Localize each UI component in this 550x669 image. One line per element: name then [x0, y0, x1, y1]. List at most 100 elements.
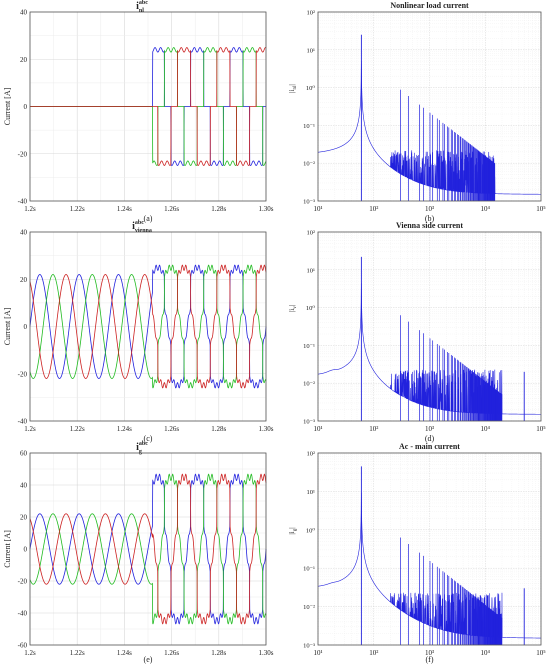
y-tick-label: 20 — [20, 56, 28, 64]
y-tick-label: -20 — [18, 150, 28, 158]
y-tick-label: 10¹ — [307, 47, 316, 54]
panel-title: Ac - main current — [399, 442, 460, 451]
plot-frame — [317, 11, 542, 202]
x-tick-label: 1.26s — [164, 649, 179, 657]
x-tick-label: 1.2s — [24, 205, 36, 213]
x-tick-label: 1.30s — [259, 649, 274, 657]
series-line-a — [29, 264, 267, 389]
series-line-a — [29, 473, 267, 625]
y-tick-label: 10² — [307, 451, 316, 458]
spectrum-line — [317, 282, 541, 415]
spectrum-line — [317, 60, 542, 195]
y-tick-label: 20 — [20, 276, 28, 284]
y-tick-label: 40 — [20, 229, 28, 237]
y-tick-label: 10⁰ — [306, 85, 316, 92]
x-tick-label: 1.28s — [211, 425, 226, 433]
panel-c: 1.2s 1.22s 1.24s 1.26s 1.28s 1.30s -40 -20 0 20 40… — [3, 220, 274, 443]
x-tick-label: 1.2s — [24, 649, 36, 657]
x-tick-label: 10³ — [425, 649, 434, 657]
series-line-c — [29, 264, 267, 389]
y-tick-label: 10⁻³ — [303, 199, 315, 206]
plot-frame — [29, 11, 267, 202]
x-tick-label: 1.26s — [164, 205, 179, 213]
y-tick-label: 10⁻² — [303, 381, 315, 388]
y-tick-label: -20 — [18, 578, 28, 586]
x-tick-label: 1.22s — [70, 425, 85, 433]
x-tick-label: 10⁵ — [536, 649, 546, 657]
panel-b: 10¹ 10² 10³ 10⁴ 10⁵ 10⁻³ 10⁻² 10⁻¹ 10⁰ 10¹ 10² Nonl… — [288, 1, 546, 223]
panel-caption: (d) — [425, 434, 435, 443]
panel-title: iabc g — [136, 441, 148, 455]
y-tick-label: 40 — [20, 482, 28, 490]
y-tick-label: 10⁻¹ — [303, 123, 315, 130]
y-tick-label: 0 — [24, 323, 28, 331]
y-tick-label: 40 — [20, 9, 28, 17]
y-axis-label: Current [A] — [3, 87, 12, 125]
panel-caption: (e) — [144, 655, 153, 664]
y-tick-label: 0 — [24, 103, 28, 111]
plot-frame — [317, 452, 542, 646]
x-tick-label: 1.24s — [117, 425, 132, 433]
x-tick-label: 1.30s — [259, 205, 274, 213]
panel-f: 10¹ 10² 10³ 10⁴ 10⁵ 10⁻³ 10⁻² 10⁻¹ 10⁰ 10¹ 10² Ac -… — [288, 442, 546, 664]
panel-title: iabc nl — [136, 0, 148, 14]
x-tick-label: 10³ — [425, 205, 434, 213]
y-axis-label: |iv| — [288, 305, 298, 312]
x-tick-label: 1.24s — [117, 649, 132, 657]
plot-frame — [29, 231, 267, 422]
x-tick-label: 1.28s — [211, 205, 226, 213]
y-tick-label: -60 — [18, 642, 28, 650]
y-tick-label: 10² — [307, 10, 316, 17]
x-tick-label: 10¹ — [313, 649, 322, 657]
panel-caption: (b) — [425, 214, 435, 223]
y-tick-label: -40 — [18, 610, 28, 618]
spectrum-line — [317, 492, 541, 639]
y-tick-label: -20 — [18, 370, 28, 378]
x-tick-label: 10¹ — [313, 425, 322, 433]
x-tick-label: 10¹ — [313, 205, 322, 213]
series-line-b — [29, 473, 267, 625]
x-tick-label: 10² — [369, 425, 378, 433]
x-tick-label: 10⁴ — [481, 425, 491, 433]
y-tick-label: 10⁻¹ — [303, 566, 315, 573]
panel-title: Vienna side current — [396, 221, 463, 230]
y-axis-label: |ig| — [288, 527, 298, 534]
panel-d: 10¹ 10² 10³ 10⁴ 10⁵ 10⁻³ 10⁻² 10⁻¹ 10⁰ 10¹ 10² Vien… — [288, 221, 546, 443]
panel-title: iabc vienna — [132, 220, 152, 234]
x-tick-label: 10² — [369, 649, 378, 657]
y-tick-label: 10⁻² — [303, 604, 315, 611]
x-tick-label: 1.2s — [24, 425, 36, 433]
plot-frame — [29, 452, 267, 646]
panel-caption: (c) — [144, 434, 153, 443]
y-tick-label: 10⁻³ — [303, 419, 315, 426]
y-tick-label: 10⁻¹ — [303, 343, 315, 350]
y-tick-label: 20 — [20, 514, 28, 522]
y-tick-label: 60 — [20, 450, 28, 458]
plot-frame — [317, 231, 542, 422]
y-tick-label: 10⁰ — [306, 305, 316, 312]
panel-e: 1.2s 1.22s 1.24s 1.26s 1.28s 1.30s -60 -40 -20 0 2… — [3, 441, 274, 664]
y-axis-label: Current [A] — [3, 307, 12, 345]
series-line-c — [30, 47, 267, 166]
panel-title: Nonlinear load current — [390, 1, 469, 10]
y-tick-label: 10⁻³ — [303, 643, 315, 650]
x-tick-label: 1.22s — [70, 205, 85, 213]
y-tick-label: 10² — [307, 230, 316, 237]
y-tick-label: 10⁰ — [306, 527, 316, 534]
x-tick-label: 1.26s — [164, 425, 179, 433]
x-tick-label: 1.22s — [70, 649, 85, 657]
x-tick-label: 10² — [369, 205, 378, 213]
y-tick-label: 10¹ — [307, 489, 316, 496]
x-tick-label: 10³ — [425, 425, 434, 433]
series-line-b — [29, 264, 267, 389]
x-tick-label: 1.30s — [259, 425, 274, 433]
panel-a: 1.2s 1.22s 1.24s 1.26s 1.28s 1.30s -40 -20 0 20 40… — [3, 0, 274, 223]
series-line-c — [29, 473, 267, 625]
y-tick-label: -40 — [18, 418, 28, 426]
panel-caption: (a) — [144, 214, 153, 223]
panel-caption: (f) — [426, 655, 434, 664]
x-tick-label: 1.24s — [117, 205, 132, 213]
x-tick-label: 10⁴ — [481, 205, 491, 213]
x-tick-label: 10⁴ — [481, 649, 491, 657]
